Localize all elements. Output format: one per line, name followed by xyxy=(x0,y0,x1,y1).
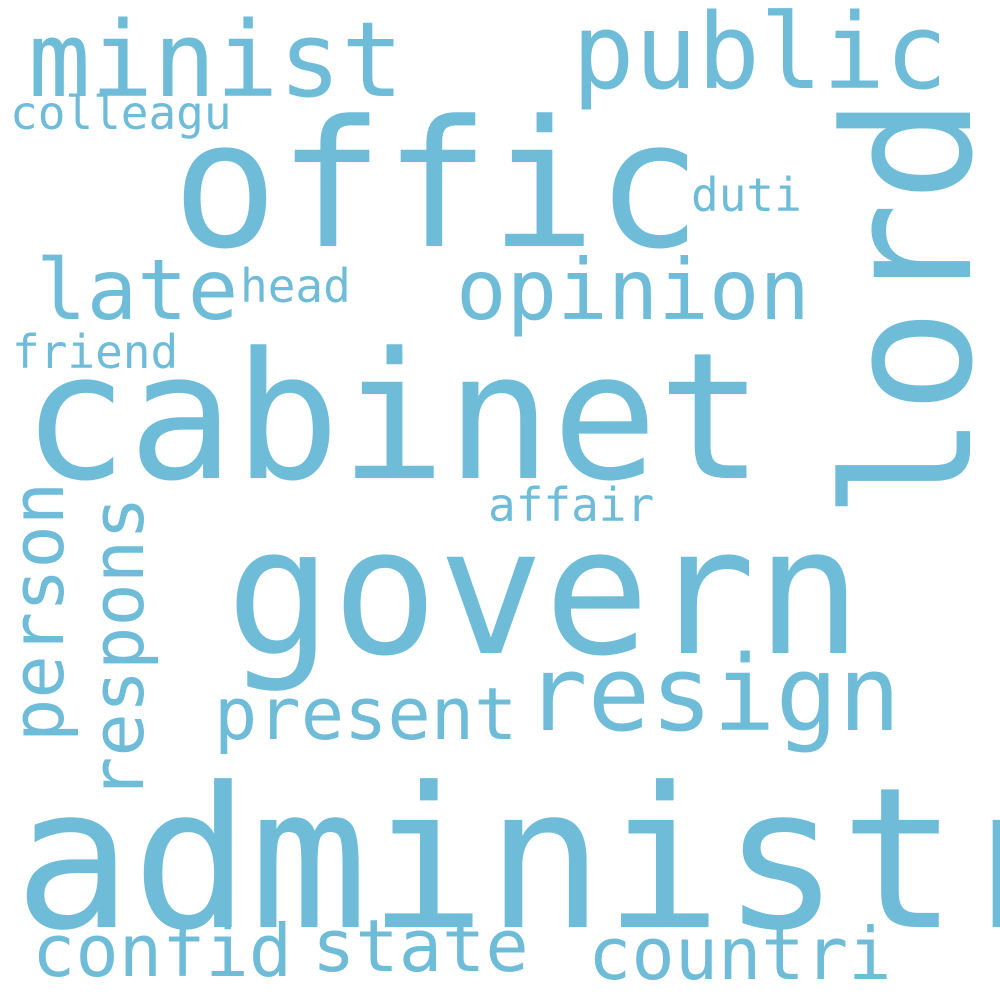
word-respons: respons xyxy=(76,496,160,800)
word-lord: lord xyxy=(807,96,1000,520)
word-affair: affair xyxy=(488,478,655,532)
word-govern: govern xyxy=(226,490,862,695)
word-countri: countri xyxy=(588,912,892,996)
word-offic: offic xyxy=(172,83,702,288)
word-head: head xyxy=(240,259,351,313)
word-colleagu: colleagu xyxy=(10,86,232,140)
word-confid: confid xyxy=(32,909,293,993)
word-cabinet: cabinet xyxy=(22,315,764,520)
word-present: present xyxy=(214,672,518,756)
word-duti: duti xyxy=(691,168,802,222)
word-late: late xyxy=(36,241,239,339)
word-minist: minist xyxy=(28,0,404,121)
word-administr: administr xyxy=(14,746,1000,974)
word-person: person xyxy=(0,481,80,742)
word-resign: resign xyxy=(525,633,901,755)
word-opinion: opinion xyxy=(456,241,811,339)
word-public: public xyxy=(572,0,948,113)
word-friend: friend xyxy=(12,325,179,379)
word-state: state xyxy=(312,904,529,988)
